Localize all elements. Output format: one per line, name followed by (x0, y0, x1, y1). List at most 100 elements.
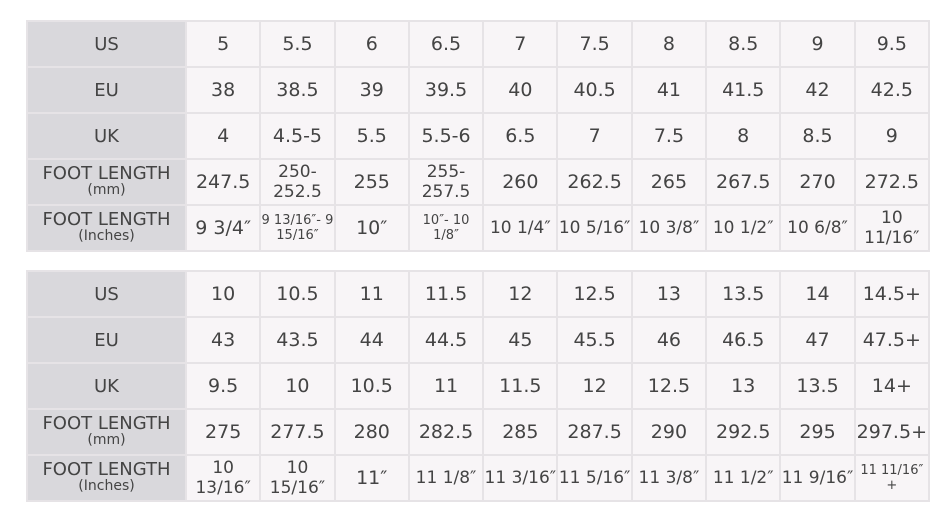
size-cell: 41 (630, 66, 708, 114)
row-label-unit: (Inches) (78, 478, 135, 494)
size-row: UK 9.5 10 10.5 11 11.5 12 12.5 13 13.5 14+ (26, 362, 931, 410)
size-cell: 8.5 (779, 112, 856, 160)
size-cell: 7 (482, 20, 559, 68)
size-cell: 290 (630, 408, 708, 456)
size-cell: 43 (184, 316, 262, 364)
size-cell: 275 (184, 408, 262, 456)
size-row: UK 4 4.5-5 5.5 5.5-6 6.5 7 7.5 8 8.5 9 (26, 112, 931, 160)
size-cell: 11″ (333, 454, 410, 502)
size-cell: 40.5 (556, 66, 633, 114)
row-label: US (26, 270, 187, 318)
row-label: FOOT LENGTH (mm) (26, 158, 187, 206)
size-cell: 250-252.5 (259, 158, 336, 206)
size-row: FOOT LENGTH (Inches) 10 13/16″ 10 15/16″ 11″… (26, 454, 931, 502)
size-cell: 292.5 (705, 408, 782, 456)
size-cell: 11 9/16″ (779, 454, 856, 502)
size-cell: 11 1/2″ (705, 454, 782, 502)
size-cell: 272.5 (853, 158, 931, 206)
size-cell: 45.5 (556, 316, 633, 364)
size-cell: 7.5 (630, 112, 708, 160)
size-cell: 39 (333, 66, 410, 114)
size-cell: 47.5+ (853, 316, 931, 364)
size-cell: 8 (705, 112, 782, 160)
row-label: UK (26, 112, 187, 160)
size-cell: 4.5-5 (259, 112, 336, 160)
size-cell: 8 (630, 20, 708, 68)
row-label: FOOT LENGTH (mm) (26, 408, 187, 456)
size-cell: 10 (184, 270, 262, 318)
size-cell: 282.5 (407, 408, 485, 456)
size-cell: 247.5 (184, 158, 262, 206)
row-label-unit: (mm) (87, 182, 126, 198)
size-cell: 10 1/4″ (482, 204, 559, 252)
row-label: UK (26, 362, 187, 410)
size-cell: 14.5+ (853, 270, 931, 318)
size-cell: 44 (333, 316, 410, 364)
size-cell: 10 5/16″ (556, 204, 633, 252)
size-cell: 12 (482, 270, 559, 318)
size-cell: 11 1/8″ (407, 454, 485, 502)
size-cell: 10.5 (259, 270, 336, 318)
row-label-unit: (mm) (87, 432, 126, 448)
size-row: US 10 10.5 11 11.5 12 12.5 13 13.5 14 14.5+ (26, 270, 931, 318)
size-cell: 41.5 (705, 66, 782, 114)
size-cell: 262.5 (556, 158, 633, 206)
size-cell: 43.5 (259, 316, 336, 364)
size-cell: 5.5 (259, 20, 336, 68)
row-label: FOOT LENGTH (Inches) (26, 454, 187, 502)
size-cell: 9 13/16″- 9 15/16″ (259, 204, 336, 252)
size-table: US 5 5.5 6 6.5 7 7.5 8 8.5 9 9.5 EU 38 38.5 39 39.5 40 40… (26, 20, 931, 252)
size-row: EU 43 43.5 44 44.5 45 45.5 46 46.5 47 47.5+ (26, 316, 931, 364)
size-cell: 11 (407, 362, 485, 410)
size-cell: 11.5 (482, 362, 559, 410)
size-cell: 14 (779, 270, 856, 318)
size-row: FOOT LENGTH (mm) 247.5 250-252.5 255 255-257.… (26, 158, 931, 206)
size-cell: 10″ (333, 204, 410, 252)
size-cell: 5 (184, 20, 262, 68)
size-cell: 260 (482, 158, 559, 206)
row-label: US (26, 20, 187, 68)
size-cell: 11 (333, 270, 410, 318)
row-label: FOOT LENGTH (Inches) (26, 204, 187, 252)
size-cell: 14+ (853, 362, 931, 410)
size-cell: 46 (630, 316, 708, 364)
size-cell: 6.5 (482, 112, 559, 160)
size-cell: 10 15/16″ (259, 454, 336, 502)
size-cell: 42 (779, 66, 856, 114)
size-cell: 47 (779, 316, 856, 364)
size-cell: 9 3/4″ (184, 204, 262, 252)
size-cell: 10.5 (333, 362, 410, 410)
row-label: EU (26, 66, 187, 114)
size-cell: 10 3/8″ (630, 204, 708, 252)
size-cell: 44.5 (407, 316, 485, 364)
size-cell: 8.5 (705, 20, 782, 68)
size-cell: 13 (630, 270, 708, 318)
size-cell: 6.5 (407, 20, 485, 68)
size-cell: 10″- 10 1/8″ (407, 204, 485, 252)
row-label-text: UK (94, 375, 119, 397)
size-cell: 12.5 (630, 362, 708, 410)
size-cell: 4 (184, 112, 262, 160)
size-cell: 10 1/2″ (705, 204, 782, 252)
size-cell: 5.5-6 (407, 112, 485, 160)
row-label-text: US (94, 283, 119, 305)
size-cell: 12 (556, 362, 633, 410)
size-cell: 11 3/8″ (630, 454, 708, 502)
row-label-text: UK (94, 125, 119, 147)
row-label-text: US (94, 33, 119, 55)
size-row: US 5 5.5 6 6.5 7 7.5 8 8.5 9 9.5 (26, 20, 931, 68)
size-cell: 11 5/16″ (556, 454, 633, 502)
size-cell: 10 11/16″ (853, 204, 931, 252)
size-cell: 7 (556, 112, 633, 160)
size-cell: 297.5+ (853, 408, 931, 456)
size-cell: 13.5 (705, 270, 782, 318)
size-cell: 13 (705, 362, 782, 410)
size-cell: 9.5 (184, 362, 262, 410)
size-cell: 9 (853, 112, 931, 160)
size-cell: 11 3/16″ (482, 454, 559, 502)
size-cell: 295 (779, 408, 856, 456)
row-label-unit: (Inches) (78, 228, 135, 244)
size-cell: 11 11/16″+ (853, 454, 931, 502)
size-cell: 6 (333, 20, 410, 68)
